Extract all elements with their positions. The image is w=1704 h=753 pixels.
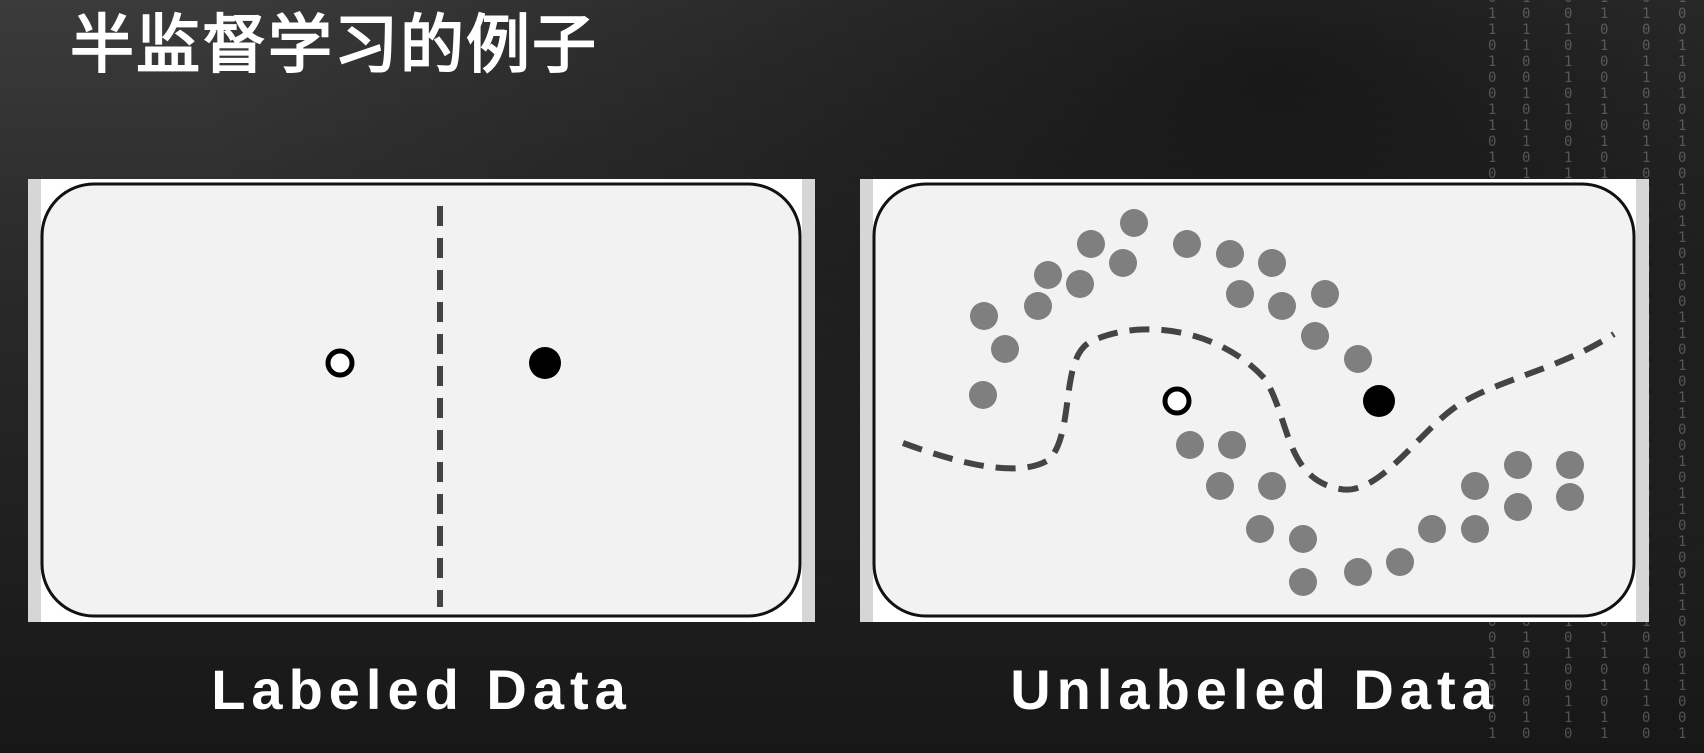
unlabeled-point bbox=[1034, 261, 1062, 289]
panel-edge bbox=[860, 179, 873, 622]
unlabeled-point bbox=[1311, 280, 1339, 308]
unlabeled-point bbox=[1258, 472, 1286, 500]
unlabeled-point bbox=[1258, 249, 1286, 277]
unlabeled-point bbox=[1066, 270, 1094, 298]
unlabeled-point bbox=[1418, 515, 1446, 543]
unlabeled-point bbox=[1024, 292, 1052, 320]
unlabeled-point bbox=[1301, 322, 1329, 350]
unlabeled-point bbox=[1461, 515, 1489, 543]
unlabeled-points bbox=[969, 209, 1584, 596]
unlabeled-data-caption: Unlabeled Data bbox=[1010, 658, 1499, 721]
unlabeled-point bbox=[1226, 280, 1254, 308]
labeled-negative-point bbox=[1162, 386, 1192, 416]
unlabeled-point bbox=[1109, 249, 1137, 277]
unlabeled-point bbox=[1556, 483, 1584, 511]
panel-edge bbox=[28, 179, 41, 622]
unlabeled-point bbox=[1386, 548, 1414, 576]
diagram-frame bbox=[872, 182, 1636, 618]
unlabeled-point bbox=[1504, 451, 1532, 479]
unlabeled-point bbox=[1176, 431, 1204, 459]
labeled-positive-point bbox=[529, 347, 561, 379]
labeled-data-panel bbox=[28, 179, 815, 622]
unlabeled-point bbox=[1504, 493, 1532, 521]
labeled-data-caption: Labeled Data bbox=[211, 658, 632, 721]
unlabeled-point bbox=[1216, 240, 1244, 268]
unlabeled-point bbox=[970, 302, 998, 330]
unlabeled-point bbox=[1289, 568, 1317, 596]
labeled-data-diagram bbox=[40, 182, 802, 618]
unlabeled-point bbox=[1077, 230, 1105, 258]
panel-edge bbox=[802, 179, 815, 622]
unlabeled-point bbox=[1556, 451, 1584, 479]
unlabeled-point bbox=[991, 335, 1019, 363]
unlabeled-point bbox=[1344, 558, 1372, 586]
panel-edge bbox=[1636, 179, 1649, 622]
unlabeled-point bbox=[1461, 472, 1489, 500]
unlabeled-point bbox=[969, 381, 997, 409]
unlabeled-point bbox=[1120, 209, 1148, 237]
unlabeled-point bbox=[1268, 292, 1296, 320]
page-title: 半监督学习的例子 bbox=[70, 9, 598, 83]
unlabeled-point bbox=[1289, 525, 1317, 553]
labeled-positive-point bbox=[1363, 385, 1395, 417]
labeled-negative-point bbox=[325, 348, 355, 378]
unlabeled-point bbox=[1218, 431, 1246, 459]
unlabeled-point bbox=[1344, 345, 1372, 373]
unlabeled-data-diagram bbox=[872, 182, 1636, 618]
diagram-frame bbox=[40, 182, 802, 618]
unlabeled-data-panel bbox=[860, 179, 1649, 622]
unlabeled-point bbox=[1173, 230, 1201, 258]
unlabeled-point bbox=[1246, 515, 1274, 543]
unlabeled-point bbox=[1206, 472, 1234, 500]
binary-column: 1 0 0 1 1 0 1 0 1 1 0 0 1 0 1 1 0 1 0 0 … bbox=[1678, 0, 1687, 742]
